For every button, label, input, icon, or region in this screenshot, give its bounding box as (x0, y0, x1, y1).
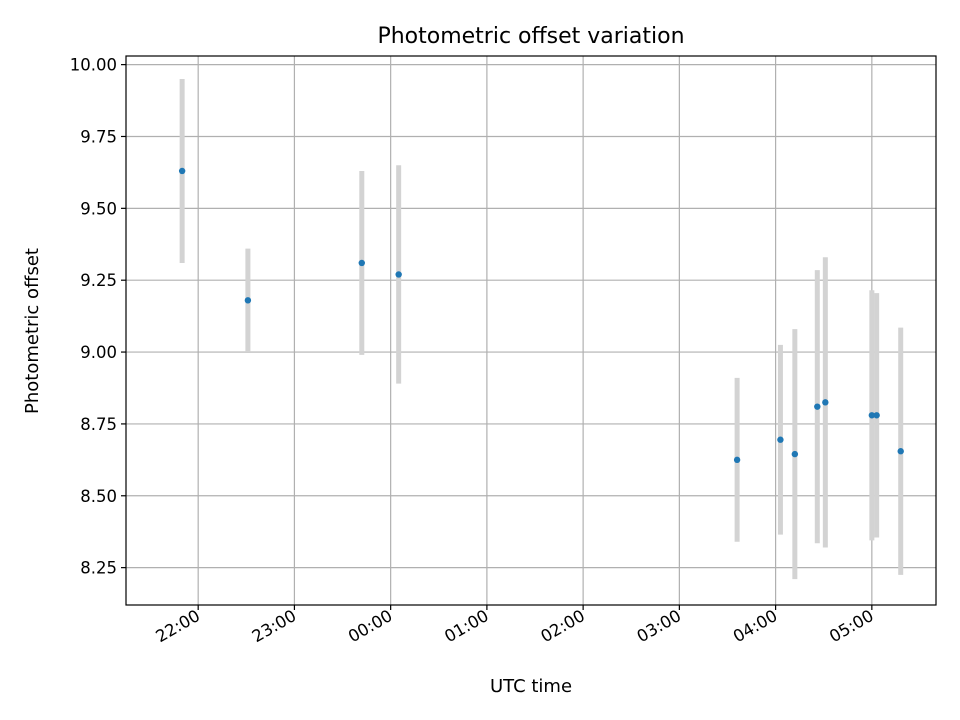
data-point (873, 412, 880, 419)
data-point (791, 450, 799, 458)
x-axis-label: UTC time (490, 676, 572, 697)
y-tick-label: 10.00 (70, 56, 117, 75)
y-axis-label: Photometric offset (22, 248, 43, 414)
data-point (395, 271, 402, 278)
error-bars (179, 78, 904, 580)
chart-title: Photometric offset variation (377, 24, 684, 49)
x-tick-label: 00:00 (345, 606, 396, 646)
data-point (358, 259, 365, 267)
y-tick-label: 9.75 (80, 127, 117, 146)
axis-ticks: 8.25 8.50 8.75 9.00 9.25 9.50 9.75 10.00 22:00 23… (70, 56, 877, 647)
data-point (733, 456, 741, 464)
x-tick-label: 03:00 (634, 606, 685, 646)
plot-frame (125, 55, 937, 606)
y-tick-label: 9.25 (80, 271, 117, 290)
data-point (777, 436, 784, 443)
y-tick-label: 9.50 (80, 199, 117, 218)
x-tick-label: 22:00 (152, 606, 203, 646)
x-tick-label: 04:00 (730, 606, 781, 646)
x-tick-label: 01:00 (441, 606, 492, 646)
data-point (897, 448, 904, 455)
data-points (178, 167, 904, 464)
x-tick-label: 23:00 (249, 606, 300, 646)
y-tick-label: 8.25 (80, 559, 117, 578)
x-tick-label: 05:00 (826, 606, 877, 646)
data-point (244, 297, 252, 304)
grid-lines (126, 56, 936, 605)
data-point (814, 403, 821, 410)
data-point (822, 399, 829, 406)
y-tick-label: 8.50 (80, 487, 117, 506)
y-tick-label: 8.75 (80, 415, 117, 434)
x-tick-label: 02:00 (537, 606, 588, 646)
y-tick-label: 9.00 (80, 343, 117, 362)
data-point (868, 412, 876, 419)
data-point (178, 167, 186, 175)
